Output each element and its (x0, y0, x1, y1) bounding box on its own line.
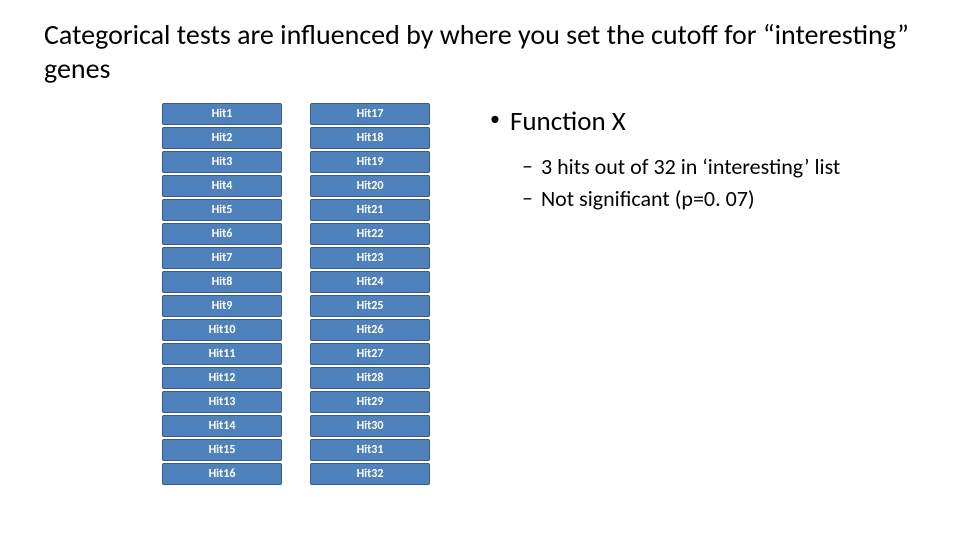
table-row: Hit24 (310, 271, 430, 293)
table-row: Hit19 (310, 151, 430, 173)
table-row: Hit20 (310, 175, 430, 197)
hit-columns: Hit1 Hit2 Hit3 Hit4 Hit5 Hit6 Hit7 Hit8 … (162, 103, 430, 485)
table-row: Hit27 (310, 343, 430, 365)
table-row: Hit1 (162, 103, 282, 125)
table-row: Hit7 (162, 247, 282, 269)
table-row: Hit9 (162, 295, 282, 317)
hit-column-2: Hit17 Hit18 Hit19 Hit20 Hit21 Hit22 Hit2… (310, 103, 430, 485)
table-row: Hit11 (162, 343, 282, 365)
table-row: Hit31 (310, 439, 430, 461)
bullet-dash-icon: – (522, 184, 533, 213)
hit-column-1: Hit1 Hit2 Hit3 Hit4 Hit5 Hit6 Hit7 Hit8 … (162, 103, 282, 485)
bullet-sub-text: 3 hits out of 32 in ‘interesting’ list (541, 152, 840, 182)
table-row: Hit29 (310, 391, 430, 413)
table-row: Hit32 (310, 463, 430, 485)
table-row: Hit2 (162, 127, 282, 149)
bullet-sub-text: Not significant (p=0. 07) (541, 184, 755, 214)
table-row: Hit16 (162, 463, 282, 485)
bullet-dot-icon: • (490, 105, 500, 133)
bullet-dash-icon: – (522, 152, 533, 181)
table-row: Hit23 (310, 247, 430, 269)
table-row: Hit21 (310, 199, 430, 221)
table-row: Hit25 (310, 295, 430, 317)
table-row: Hit10 (162, 319, 282, 341)
table-row: Hit22 (310, 223, 430, 245)
bullet-sub: – Not significant (p=0. 07) (522, 184, 840, 214)
content-row: Hit1 Hit2 Hit3 Hit4 Hit5 Hit6 Hit7 Hit8 … (44, 103, 916, 485)
table-row: Hit4 (162, 175, 282, 197)
bullet-list: • Function X – 3 hits out of 32 in ‘inte… (490, 105, 840, 215)
table-row: Hit14 (162, 415, 282, 437)
table-row: Hit15 (162, 439, 282, 461)
table-row: Hit18 (310, 127, 430, 149)
table-row: Hit30 (310, 415, 430, 437)
table-row: Hit17 (310, 103, 430, 125)
bullet-sub: – 3 hits out of 32 in ‘interesting’ list (522, 152, 840, 182)
table-row: Hit5 (162, 199, 282, 221)
table-row: Hit13 (162, 391, 282, 413)
table-row: Hit3 (162, 151, 282, 173)
table-row: Hit12 (162, 367, 282, 389)
table-row: Hit28 (310, 367, 430, 389)
bullet-main: • Function X (490, 105, 840, 138)
slide: Categorical tests are influenced by wher… (0, 0, 960, 540)
table-row: Hit26 (310, 319, 430, 341)
slide-title: Categorical tests are influenced by wher… (44, 18, 916, 85)
table-row: Hit8 (162, 271, 282, 293)
bullet-main-text: Function X (510, 105, 626, 138)
table-row: Hit6 (162, 223, 282, 245)
